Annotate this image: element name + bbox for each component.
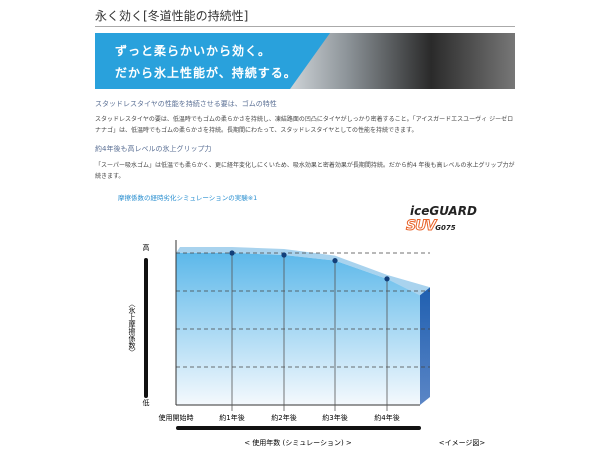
title-divider — [95, 26, 515, 27]
x-axis-label: < 使用年数 (シミュレーション) > — [244, 438, 352, 447]
page-title: 永く効く[冬道性能の持続性] — [95, 9, 249, 23]
section-body: スタッドレスタイヤの要は、低温時でもゴムの柔らかさを持続し、凍結路面の凹凸にタイ… — [95, 116, 514, 134]
section-heading: スタッドレスタイヤの性能を持続させる要は、ゴムの特性 — [95, 100, 277, 108]
x-tick-label: 約2年後 — [271, 413, 296, 422]
y-tick-low: 低 — [143, 398, 150, 407]
logo-suv: SUV — [405, 218, 436, 235]
banner-line-1: ずっと柔らかいから効く。 — [115, 44, 272, 58]
y-axis-arrow — [144, 258, 148, 398]
section-body: 「スーパー吸水ゴム」は低温でも柔らかく、更に経年変化しにくいため、吸水効果と密着… — [95, 162, 515, 180]
area-side-face — [420, 287, 430, 405]
banner-line-2: だから氷上性能が、持続する。 — [115, 66, 297, 80]
y-axis-label: 〈氷上摩擦係数〉 — [128, 300, 136, 356]
chart-title: 摩擦係数の経時劣化シミュレーションの実験※1 — [118, 194, 258, 202]
image-note: <イメージ図> — [439, 439, 486, 447]
x-tick-label: 約4年後 — [374, 413, 399, 422]
y-tick-high: 高 — [143, 243, 150, 252]
data-point — [384, 276, 390, 282]
x-tick-label: 使用開始時 — [159, 413, 194, 422]
section-heading: 約4年後も高レベルの氷上グリップ力 — [95, 145, 212, 153]
iceguard-logo: iceGUARD SUVG075 — [405, 204, 477, 235]
data-point — [332, 258, 338, 264]
area-top-face — [176, 247, 430, 296]
x-tick-label: 約1年後 — [219, 413, 244, 422]
data-point — [229, 250, 235, 256]
logo-model: G075 — [435, 224, 456, 232]
x-tick-label: 約3年後 — [322, 413, 347, 422]
banner-panel — [95, 33, 330, 89]
data-point — [281, 252, 287, 258]
logo-text: iceGUARD — [410, 204, 477, 218]
x-axis-arrow — [176, 426, 421, 430]
